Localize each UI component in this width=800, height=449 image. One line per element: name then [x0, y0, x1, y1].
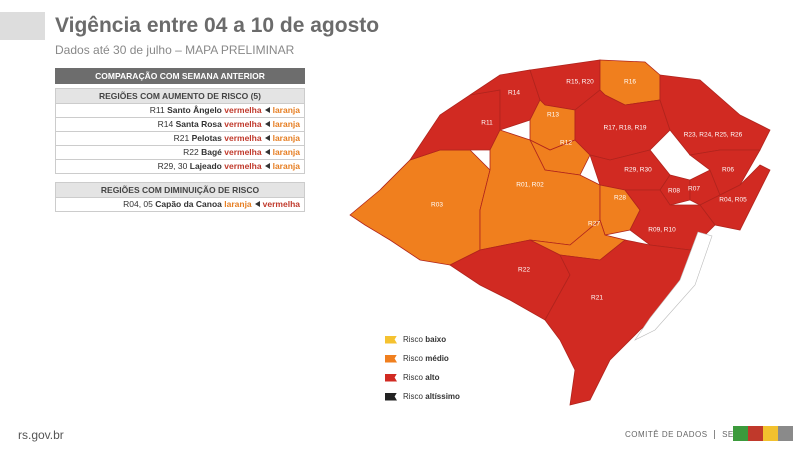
region-name: Santo Ângelo: [167, 105, 222, 115]
region-label: R15, R20: [566, 79, 594, 86]
legend-flag: [385, 335, 397, 344]
region: [659, 74, 771, 156]
to-color: laranja: [272, 161, 300, 171]
decrease-rows: R04, 05 Capão da Canoa laranja vermelha: [55, 198, 305, 212]
from-color: vermelha: [224, 119, 262, 129]
region-name: Santa Rosa: [175, 119, 222, 129]
committee: COMITÊ DE DADOS: [625, 430, 708, 439]
dept: SES: [722, 430, 740, 439]
arrow: [254, 201, 260, 207]
table-row: R21 Pelotas vermelha laranja: [55, 132, 305, 146]
legend-level: altíssimo: [425, 392, 460, 401]
title: Vigência entre 04 a 10 de agosto: [55, 14, 380, 37]
title-bar: [0, 12, 45, 40]
legend: Risco baixo Risco médio Risco alto Risco al…: [385, 330, 460, 406]
region: [544, 239, 706, 406]
region-label: R11: [481, 120, 493, 127]
region-label: R04, R05: [719, 197, 747, 204]
legend-prefix: Risco: [403, 354, 424, 363]
section-title: REGIÕES COM DIMINUIÇÃO DE RISCO: [55, 182, 305, 198]
region-name: Lajeado: [189, 161, 222, 171]
legend-flag: [385, 373, 397, 382]
legend-level: alto: [425, 373, 440, 382]
increase-rows: R11 Santo Ângelo vermelha laranja R14 Sant…: [55, 104, 305, 174]
table-row: R11 Santo Ângelo vermelha laranja: [55, 104, 305, 118]
region-label: R23, R24, R25, R26: [684, 132, 743, 139]
footer-org: COMITÊ DE DADOS SES: [625, 430, 740, 440]
brand-squares: [733, 426, 793, 441]
legend-prefix: Risco: [403, 373, 424, 382]
legend-level: médio: [425, 354, 449, 363]
region-label: R12: [560, 140, 572, 147]
from-color: vermelha: [224, 161, 262, 171]
from-color: vermelha: [224, 133, 262, 143]
region-label: R06: [722, 167, 734, 174]
from-color: vermelha: [224, 147, 262, 157]
to-color: laranja: [272, 119, 300, 129]
legend-item: Risco alto: [385, 368, 460, 387]
region-name: Pelotas: [191, 133, 222, 143]
comparison-table: COMPARAÇÃO COM SEMANA ANTERIOR REGIÕES C…: [55, 68, 305, 212]
lagoon: [634, 231, 713, 341]
region-label: R09, R10: [648, 227, 676, 234]
region-label: R27: [588, 221, 600, 228]
legend-flag: [385, 354, 397, 363]
region-label: R21: [591, 295, 603, 302]
arrow: [264, 135, 270, 141]
region-label: R07: [688, 186, 700, 193]
to-color: laranja: [272, 133, 300, 143]
subtitle: Dados até 30 de julho – MAPA PRELIMINAR: [55, 43, 295, 57]
legend-prefix: Risco: [403, 392, 424, 401]
to-color: laranja: [272, 147, 300, 157]
region-name: Bagé: [201, 147, 222, 157]
region-label: R01, R02: [516, 182, 544, 189]
legend-prefix: Risco: [403, 335, 424, 344]
region-code: R11: [149, 105, 165, 115]
region-name: Capão da Canoa: [155, 199, 222, 209]
region-label: R28: [614, 195, 626, 202]
arrow: [264, 107, 270, 113]
section-title: REGIÕES COM AUMENTO DE RISCO (5): [55, 88, 305, 104]
region-code: R29, 30: [157, 161, 188, 171]
legend-flag: [385, 392, 397, 401]
legend-level: baixo: [425, 335, 447, 344]
separator: [714, 430, 716, 440]
region-code: R04, 05: [123, 199, 153, 209]
to-color: laranja: [272, 105, 300, 115]
table-title: COMPARAÇÃO COM SEMANA ANTERIOR: [55, 68, 305, 84]
region-label: R22: [518, 267, 530, 274]
legend-item: Risco altíssimo: [385, 387, 460, 406]
region-label: R03: [431, 202, 443, 209]
region-label: R08: [668, 188, 680, 195]
table-row: R22 Bagé vermelha laranja: [55, 146, 305, 160]
footer-site: rs.gov.br: [18, 428, 64, 442]
legend-item: Risco baixo: [385, 330, 460, 349]
arrow: [264, 163, 270, 169]
table-row: R29, 30 Lajeado vermelha laranja: [55, 160, 305, 174]
to-color: vermelha: [262, 199, 300, 209]
region-code: R14: [157, 119, 174, 129]
from-color: laranja: [224, 199, 252, 209]
table-row: R04, 05 Capão da Canoa laranja vermelha: [55, 198, 305, 212]
region: [349, 149, 491, 266]
region-code: R22: [183, 147, 199, 157]
arrow: [264, 121, 270, 127]
region-label: R13: [547, 112, 559, 119]
legend-item: Risco médio: [385, 349, 460, 368]
region-label: R17, R18, R19: [604, 125, 647, 132]
region-code: R21: [173, 133, 190, 143]
region-label: R16: [624, 79, 636, 86]
from-color: vermelha: [224, 105, 262, 115]
table-row: R14 Santa Rosa vermelha laranja: [55, 118, 305, 132]
region-label: R29, R30: [624, 167, 652, 174]
region-label: R14: [508, 90, 520, 97]
arrow: [264, 149, 270, 155]
